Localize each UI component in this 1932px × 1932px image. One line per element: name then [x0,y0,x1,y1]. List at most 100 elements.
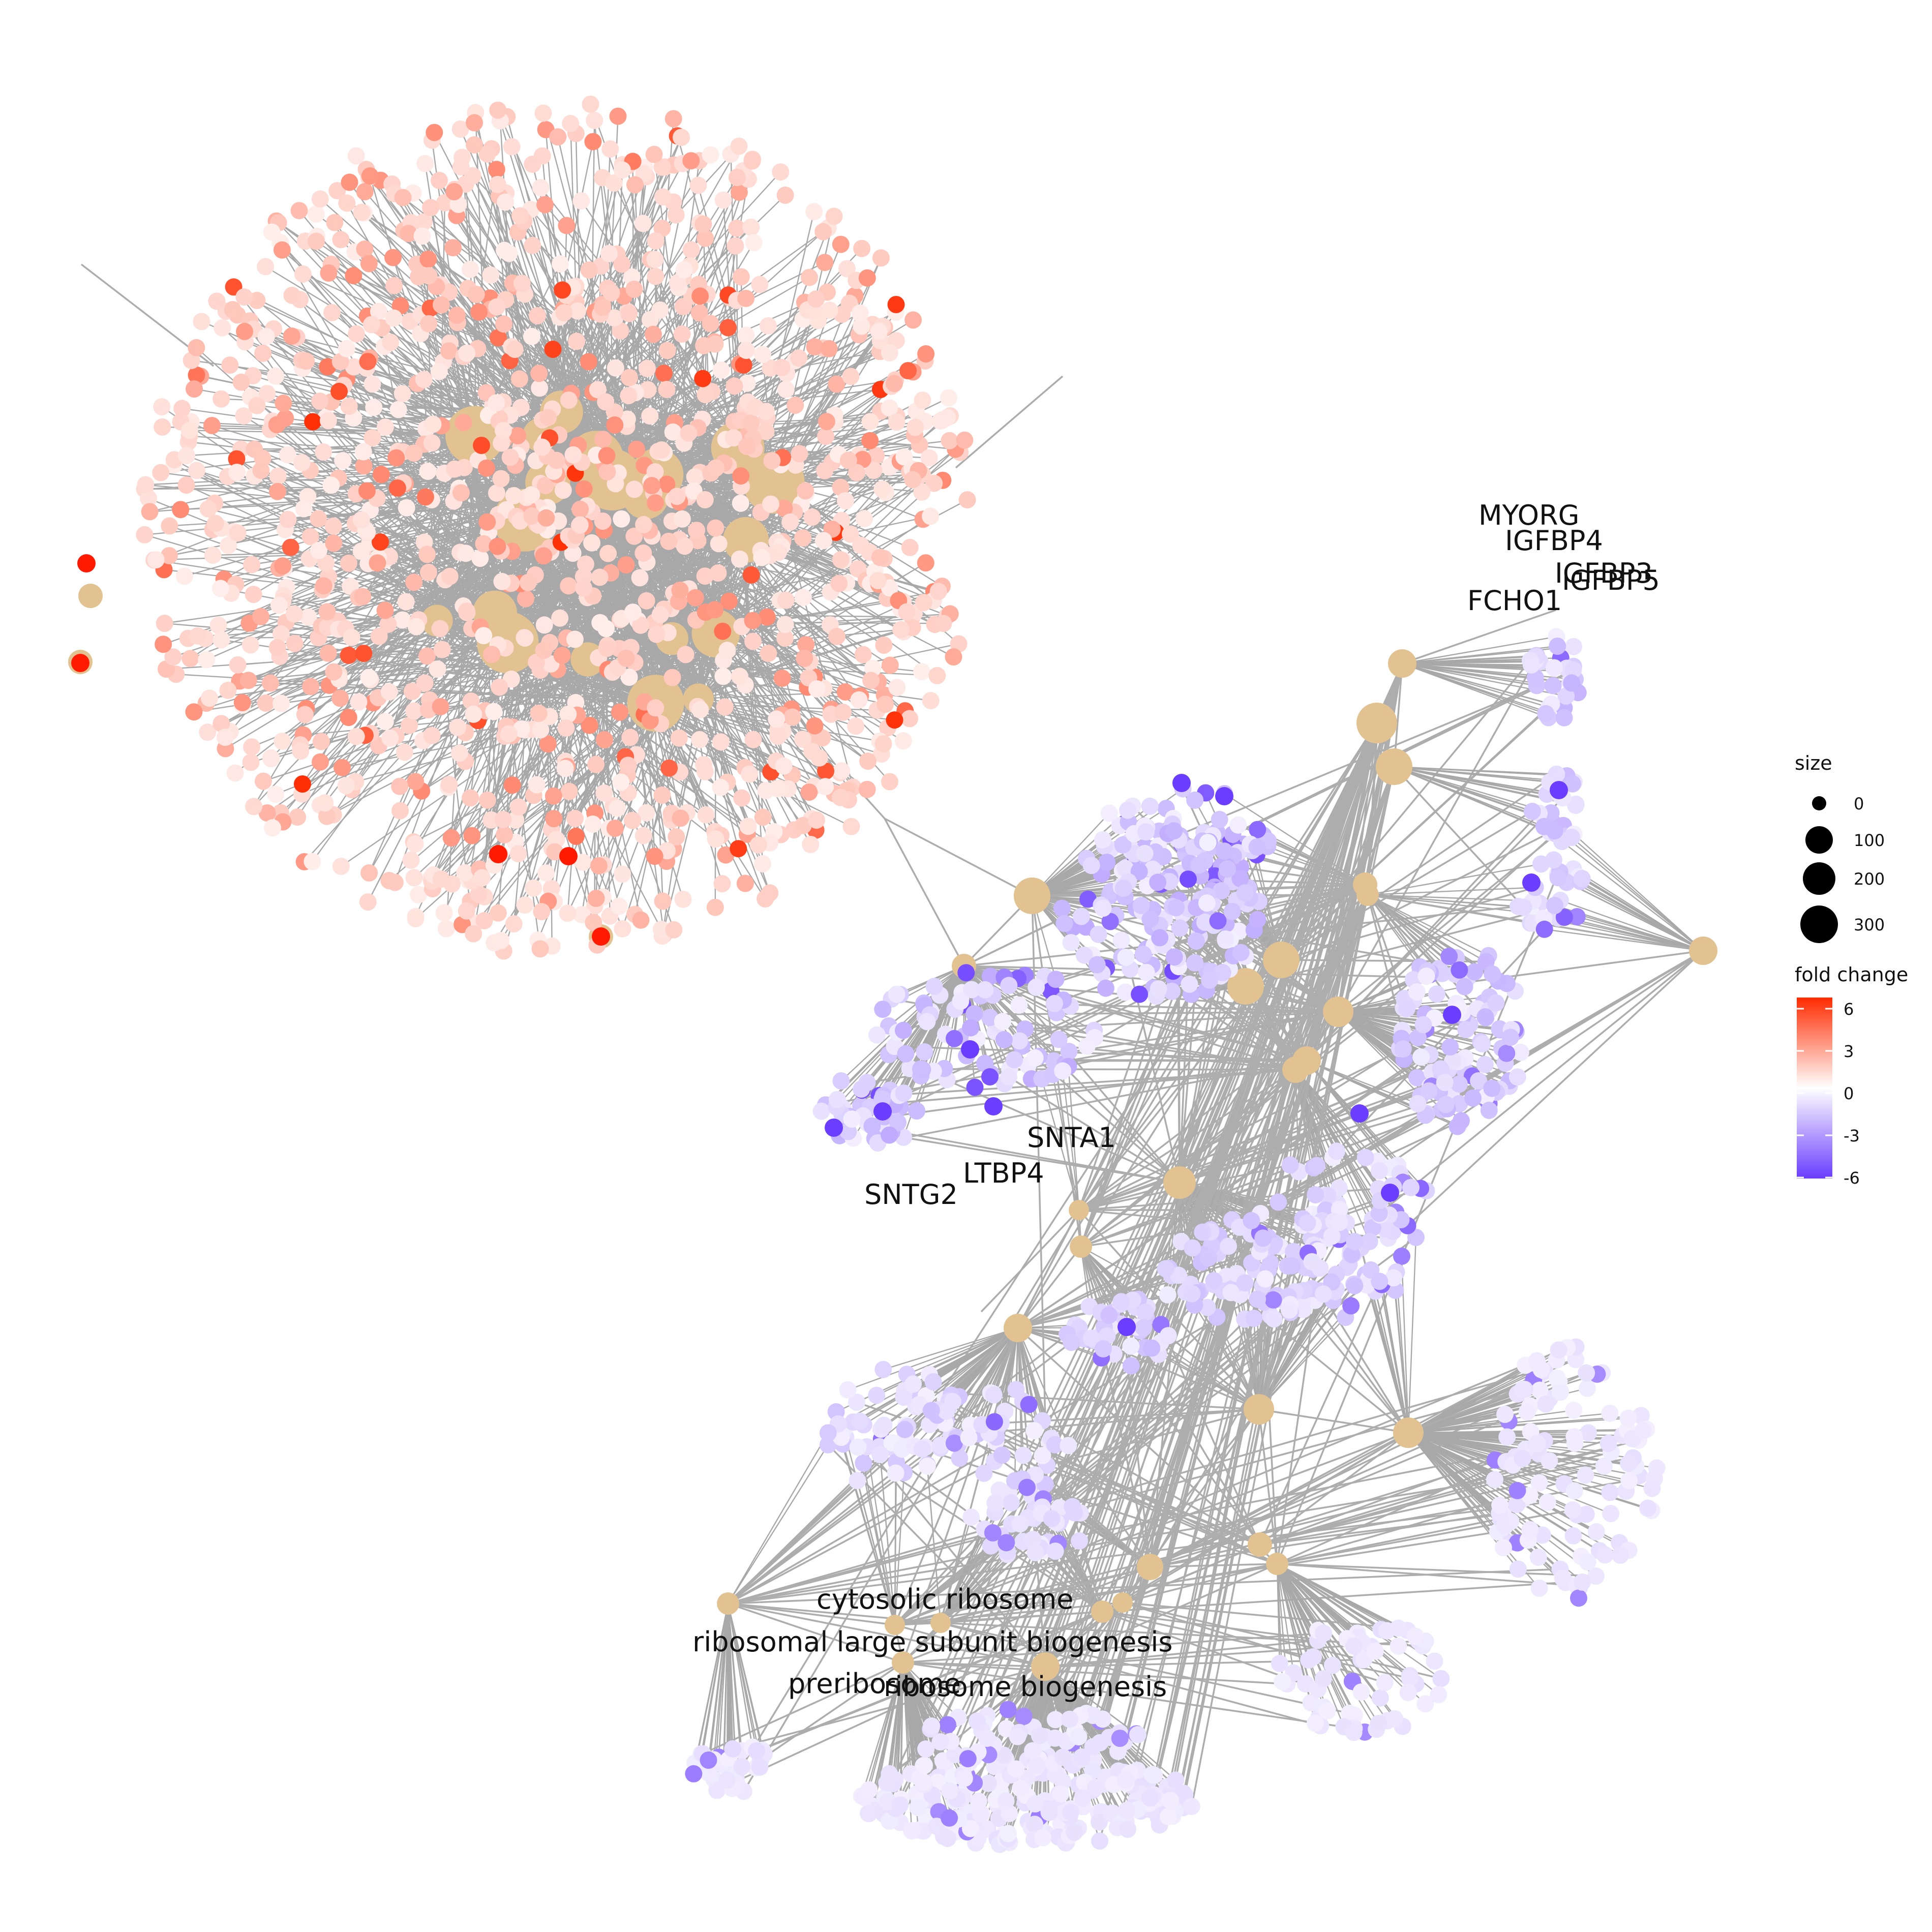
gene-node [741,765,758,783]
category-node [1137,1554,1163,1580]
edge [728,1388,1525,1605]
gene-node [736,874,754,892]
edge [1366,1285,1409,1433]
gene-node [727,237,744,255]
gene-node [213,390,230,408]
edge [1277,1563,1409,1693]
gene-node [535,642,553,659]
gene-node [638,804,655,822]
gene-node [466,136,483,154]
gene-node [609,107,627,125]
edge [1080,1037,1418,1248]
edge [1259,1281,1380,1545]
gene-node [606,820,624,837]
gene-node [707,830,725,848]
gene-node [587,890,605,907]
gene-node [359,353,377,371]
edge [693,1603,729,1774]
edge [884,663,1403,1798]
gene-node [834,703,852,721]
gene-node [315,443,333,461]
gene-node [348,325,365,343]
edge [1150,1402,1545,1568]
edge [1150,1432,1409,1568]
gene-node [841,525,859,543]
gene-node [682,152,700,170]
edge [1258,1409,1278,1564]
edge [1573,833,1704,951]
edge [895,722,1378,1463]
gene-node [718,642,736,659]
gene-node [444,239,462,257]
edge [1337,833,1557,1013]
gene-node [451,120,469,138]
gene-node [676,537,693,555]
gene-node [571,500,589,518]
edge [940,1528,985,1623]
gene-node [557,719,575,737]
gene-node [458,902,475,920]
edge [859,1327,1018,1422]
edge [889,1134,1180,1184]
gene-node [737,342,755,359]
gene-node [560,782,578,800]
gene-node [198,651,216,669]
edge [743,722,1378,1792]
gene-node [556,760,574,777]
gene-node [419,563,437,581]
gene-node [634,215,652,232]
category-node [1014,878,1050,914]
gene-node [714,668,732,685]
gene-node [182,650,199,668]
gene-node [295,500,313,518]
gene-node [686,468,704,486]
edge [1277,1508,1573,1565]
gene-node [888,413,905,431]
edge [602,521,699,699]
edge [1367,722,1378,895]
edge [1045,1563,1278,1668]
gene-node [334,452,352,470]
gene-node [385,309,403,327]
gene-node [141,503,159,521]
edge [1393,766,1524,908]
edge [1367,894,1533,902]
gene-node [560,577,578,595]
gene-node [482,266,500,284]
gene-node [475,627,493,645]
gene-node [391,802,409,820]
gene-node [506,341,524,358]
gene-node [364,429,381,447]
gene-node [432,870,450,888]
gene-node [549,128,567,146]
gene-node [847,717,864,735]
edge [728,1603,903,1664]
gene-node [673,325,691,343]
gene-node [646,848,663,865]
gene-node [647,267,665,285]
gene-node [580,261,598,279]
edge [1008,722,1378,1493]
edge [612,479,884,744]
gene-node [566,630,584,648]
gene-node [617,649,635,667]
gene-node [204,547,222,564]
gene-node [524,236,541,254]
gene-node [308,232,325,250]
edge [745,383,895,540]
gene-node [239,672,257,689]
gene-node [745,234,763,252]
gene-node [584,816,601,833]
gene-node [842,818,860,835]
gene-node [712,361,730,379]
gene-node [478,513,496,531]
gene-node [625,527,643,545]
gene-node [528,776,546,794]
gene-node [870,322,888,340]
gene-node [625,280,643,298]
gene-node [697,806,715,824]
gene-node [216,729,234,746]
gene-node [376,418,394,436]
gene-node [713,875,731,892]
gene-node [839,451,857,469]
